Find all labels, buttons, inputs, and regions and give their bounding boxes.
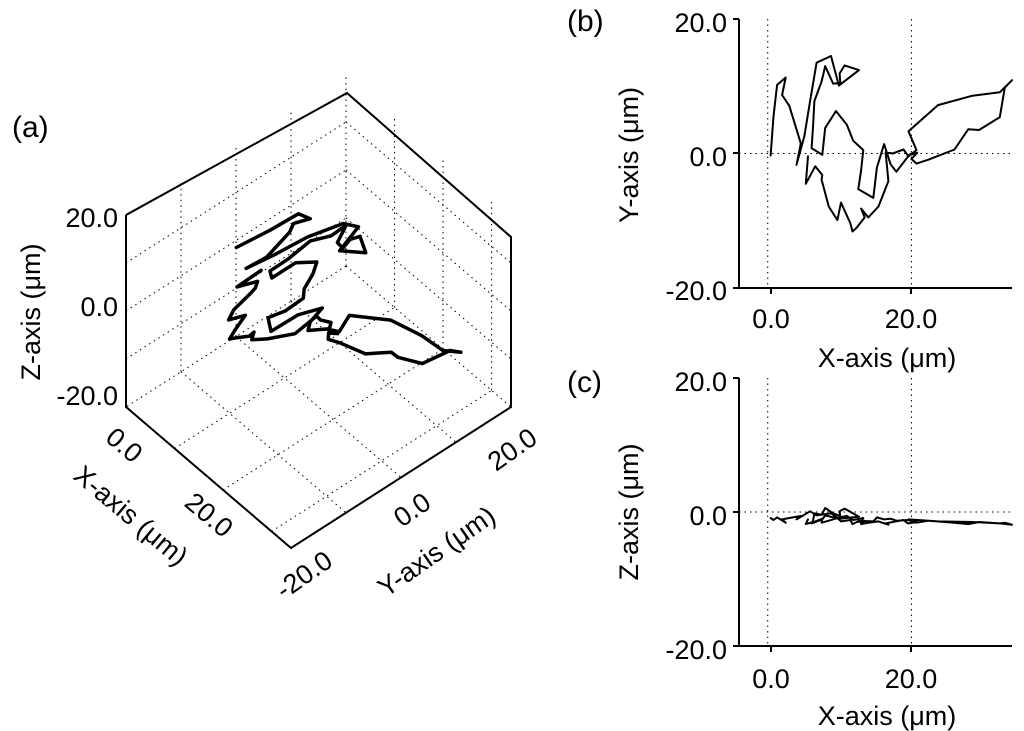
- panel-a-xlabel: X-axis (μm): [68, 460, 193, 572]
- panel-a-ytick: 0.0: [388, 487, 436, 533]
- panel-c-xtick: 0.0: [752, 664, 790, 694]
- panel-a-ztick: -20.0: [56, 381, 118, 411]
- panel-a-zlabel: Z-axis (μm): [16, 243, 46, 380]
- panel-c-ytick: 20.0: [674, 367, 727, 397]
- panel-c-ytick: 0.0: [689, 501, 727, 531]
- panel-b-ytick: -20.0: [665, 276, 727, 306]
- panel-c-reference-lines: [739, 378, 1012, 646]
- panel-b-reference-lines: [739, 19, 1012, 288]
- panel-a-ztick: 0.0: [80, 292, 118, 322]
- panel-a-back-edge: [345, 265, 512, 408]
- panel-a-gridline: [345, 121, 512, 264]
- panel-a-outer-frame: [125, 91, 512, 550]
- panel-b: (b) 20.0 0.0 -20.0 0.0 20.0 X-axis (μm) …: [567, 5, 1013, 373]
- panel-c-label: (c): [567, 366, 602, 399]
- panel-b-ytick: 0.0: [689, 142, 727, 172]
- panel-a-gridline: [235, 336, 402, 478]
- panel-c-trajectory: [769, 507, 1013, 526]
- panel-b-xtick: 20.0: [885, 304, 938, 334]
- panel-c-ytick: -20.0: [665, 635, 727, 665]
- panel-a-xtick: 0.0: [100, 422, 148, 469]
- panel-a-gridline: [174, 307, 395, 449]
- panel-a-gridline: [271, 389, 492, 532]
- panel-a-label: (a): [12, 111, 49, 144]
- panel-b-trajectory: [769, 55, 1013, 233]
- panel-c-ylabel: Z-axis (μm): [614, 443, 644, 580]
- panel-a-frame: [125, 91, 512, 550]
- panel-a-gridline: [345, 169, 512, 312]
- panel-a-gridline: [345, 217, 512, 360]
- panel-a-ztick: 20.0: [65, 203, 118, 233]
- panel-a-ytick: -20.0: [270, 545, 338, 605]
- panel-c: (c) 20.0 0.0 -20.0 0.0 20.0 X-axis (μm) …: [567, 366, 1013, 731]
- panel-a-ytick: 20.0: [482, 422, 542, 477]
- panel-c-xlabel: X-axis (μm): [818, 701, 957, 731]
- panel-b-ylabel: Y-axis (μm): [614, 87, 644, 223]
- panel-b-ytick: 20.0: [674, 8, 727, 38]
- panel-b-label: (b): [567, 5, 604, 38]
- panel-a-gridline: [290, 300, 457, 443]
- panel-c-xtick: 20.0: [885, 664, 938, 694]
- panel-b-xtick: 0.0: [752, 304, 790, 334]
- panel-b-xlabel: X-axis (μm): [818, 343, 957, 373]
- panel-a-trajectory: [226, 212, 463, 366]
- panel-a-ylabel: Y-axis (μm): [372, 500, 501, 603]
- panel-a-grid: [125, 74, 512, 532]
- panel-a: (a) 20.0 0.0 -20.0 0.0 20.0 -20.0 0.0 20…: [12, 74, 542, 605]
